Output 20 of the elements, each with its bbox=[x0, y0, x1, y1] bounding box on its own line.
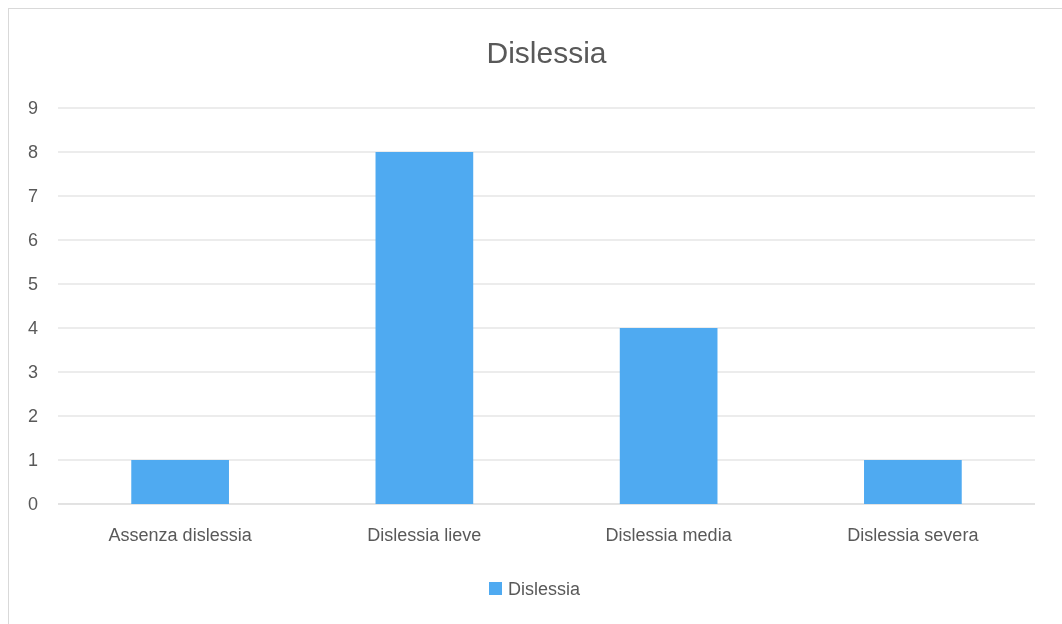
bar bbox=[619, 328, 718, 504]
y-tick-label: 1 bbox=[27, 450, 38, 471]
bar bbox=[131, 460, 229, 504]
y-tick-label: 9 bbox=[27, 98, 38, 119]
y-tick-label: 5 bbox=[27, 274, 38, 295]
x-tick-label: Dislessia severa bbox=[847, 525, 980, 545]
x-tick-label: Dislessia media bbox=[605, 525, 733, 545]
y-tick-label: 6 bbox=[27, 230, 38, 251]
y-tick-label: 4 bbox=[27, 318, 38, 339]
y-tick-label: 7 bbox=[27, 186, 38, 207]
chart-title: Dislessia bbox=[486, 36, 607, 69]
y-tick-label: 8 bbox=[27, 142, 38, 163]
bar bbox=[864, 460, 962, 504]
x-tick-label: Assenza dislessia bbox=[108, 525, 253, 545]
bar bbox=[375, 152, 474, 504]
y-tick-label: 2 bbox=[27, 406, 38, 427]
y-tick-label: 0 bbox=[27, 494, 38, 515]
legend-label: Dislessia bbox=[508, 579, 582, 600]
y-tick-label: 3 bbox=[27, 362, 38, 383]
x-tick-label: Dislessia lieve bbox=[367, 525, 482, 545]
